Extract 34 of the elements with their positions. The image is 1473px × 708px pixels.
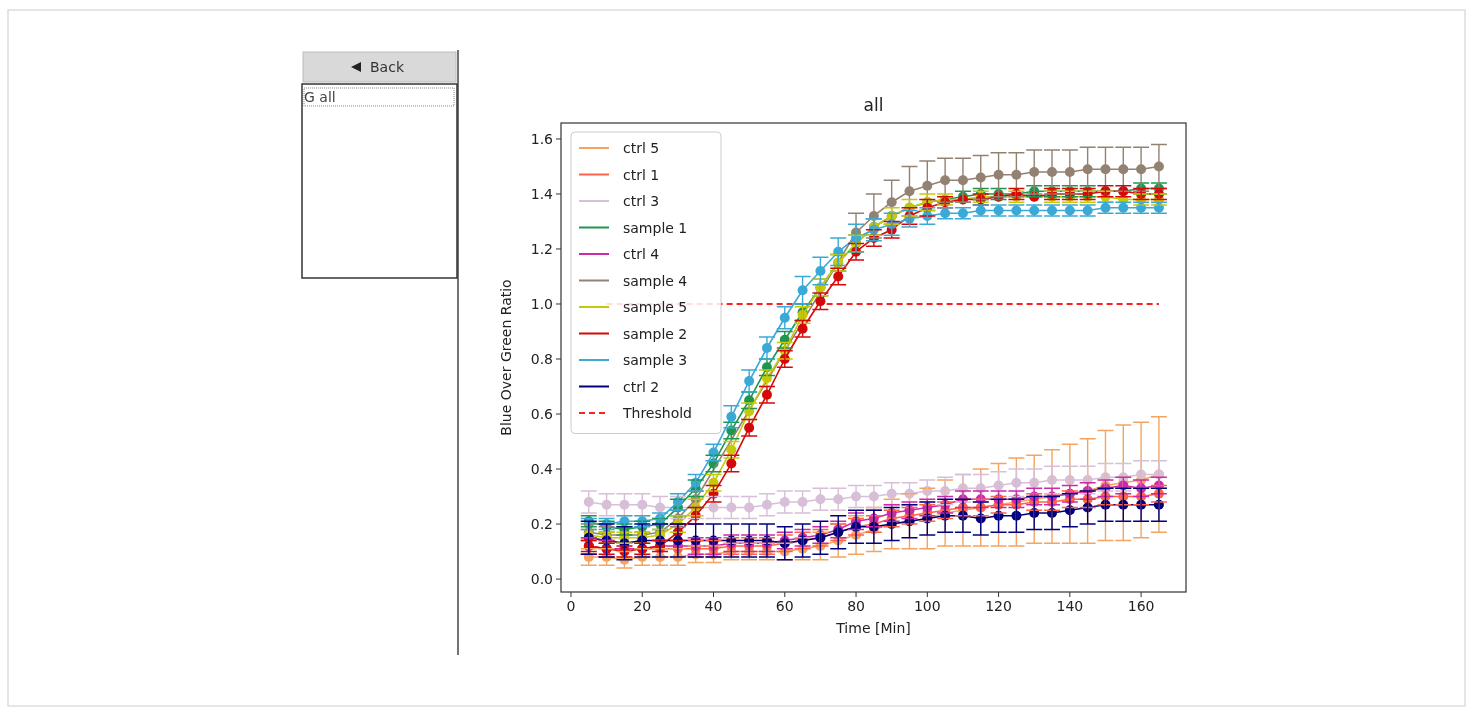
- legend-label: ctrl 2: [623, 378, 660, 395]
- legend-label: sample 2: [623, 325, 688, 342]
- text: G all: [304, 89, 336, 105]
- legend-label: Threshold: [622, 405, 692, 421]
- x-tick-label: 100: [913, 598, 941, 614]
- x-tick-label: 40: [704, 598, 723, 614]
- legend-label: sample 1: [623, 219, 688, 236]
- x-tick-label: 20: [633, 598, 652, 614]
- legend-label: ctrl 1: [623, 166, 660, 183]
- y-tick-label: 1.0: [530, 296, 553, 312]
- y-axis-title: Blue Over Green Ratio: [498, 279, 514, 436]
- legend-label: sample 4: [623, 272, 688, 289]
- x-tick-label: 60: [775, 598, 794, 614]
- y-tick-label: 0.8: [530, 351, 553, 368]
- legend-label: sample 3: [623, 352, 688, 368]
- legend-label: ctrl 5: [623, 140, 660, 156]
- legend-label: ctrl 3: [623, 193, 660, 209]
- y-tick-label: 0.6: [530, 406, 554, 423]
- legend-label: ctrl 4: [623, 246, 660, 262]
- x-tick-label: 80: [847, 598, 865, 614]
- y-tick-label: 0.2: [530, 516, 553, 533]
- legend-label: sample 5: [623, 299, 688, 315]
- x-tick-label: 0: [566, 598, 576, 614]
- y-tick-label: 0.0: [530, 571, 553, 588]
- y-tick-label: 1.6: [530, 130, 554, 147]
- chart-title: all: [863, 95, 884, 115]
- y-tick-label: 1.2: [530, 240, 553, 257]
- text: Back: [370, 59, 405, 75]
- x-axis-title: Time [Min]: [835, 620, 911, 636]
- x-tick-label: 140: [1056, 598, 1084, 614]
- y-tick-label: 1.4: [530, 185, 554, 202]
- y-tick-label: 0.4: [530, 461, 554, 478]
- x-tick-label: 160: [1127, 598, 1155, 614]
- x-tick-label: 120: [985, 598, 1012, 614]
